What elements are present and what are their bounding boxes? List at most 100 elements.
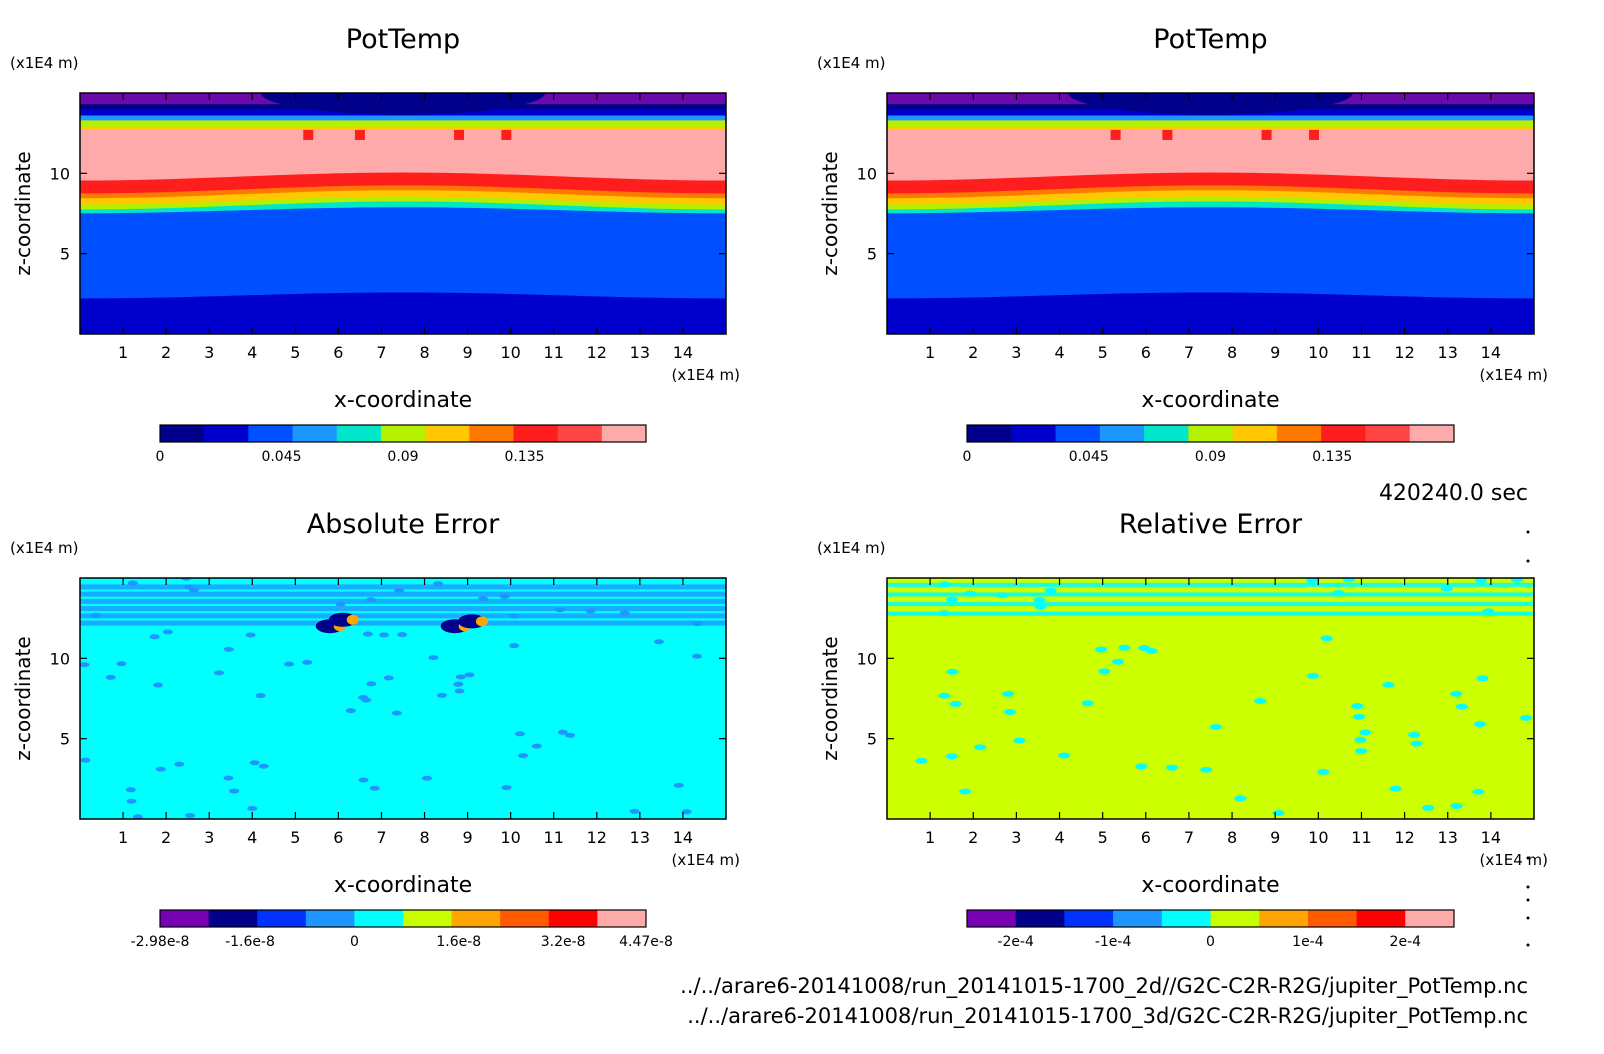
y-unit-label: (x1E4 m): [10, 539, 79, 557]
colorbar-swatch: [1055, 425, 1101, 442]
x-tick-label: 5: [1098, 343, 1108, 362]
colorbar-swatch: [1113, 910, 1163, 927]
colorbar-swatch: [1144, 425, 1189, 442]
colorbar-swatch: [601, 425, 647, 442]
x-unit-label: (x1E4 m): [1479, 366, 1548, 384]
colorbar-swatch: [425, 425, 470, 442]
x-tick-label: 13: [630, 828, 650, 847]
colorbar-swatch: [557, 425, 603, 442]
colorbar-swatch: [208, 910, 258, 927]
colorbar-tick-label: 0.135: [504, 449, 544, 465]
contour-field: [887, 578, 1534, 819]
x-tick-label: 11: [544, 828, 564, 847]
x-tick-label: 5: [1098, 828, 1108, 847]
colorbar-swatch: [380, 425, 426, 442]
contour-field: [80, 93, 726, 334]
x-tick-label: 7: [376, 343, 386, 362]
x-tick-label: 8: [1227, 343, 1237, 362]
colorbar-swatch: [204, 425, 249, 442]
colorbar-tick-label: 2e-4: [1390, 934, 1422, 950]
colorbar-swatch: [469, 425, 514, 442]
x-tick-label: 4: [247, 343, 257, 362]
x-tick-label: 13: [1438, 343, 1458, 362]
x-tick-label: 13: [1438, 828, 1458, 847]
colorbar-swatch: [1356, 910, 1406, 927]
x-tick-label: 9: [463, 828, 473, 847]
colorbar-swatch: [1210, 910, 1260, 927]
x-unit-label: (x1E4 m): [1479, 851, 1548, 869]
colorbar-swatch: [1188, 425, 1234, 442]
x-tick-label: 8: [419, 828, 429, 847]
x-axis-label: x-coordinate: [334, 873, 472, 898]
colorbar-tick-label: 0.045: [1069, 449, 1109, 465]
y-tick-label: 5: [60, 730, 70, 749]
dot-mark: [1526, 916, 1530, 920]
x-tick-label: 6: [1141, 343, 1151, 362]
colorbar: -2.98e-8 -1.6e-8 0 1.6e-8 3.2e-8 4.47e-8: [131, 909, 673, 950]
y-unit-label: (x1E4 m): [817, 539, 886, 557]
x-tick-label: 8: [419, 343, 429, 362]
y-unit-label: (x1E4 m): [10, 54, 79, 72]
x-tick-label: 14: [1481, 828, 1501, 847]
x-tick-label: 10: [500, 828, 520, 847]
dot-mark: [1526, 856, 1530, 860]
x-tick-label: 12: [1394, 343, 1414, 362]
x-tick-label: 11: [1351, 828, 1371, 847]
contour-field: [887, 93, 1534, 334]
panel-title: PotTemp: [346, 24, 460, 55]
plot-frame: [886, 92, 1535, 335]
dot-mark: [1526, 530, 1530, 534]
colorbar-swatch: [1232, 425, 1278, 442]
x-tick-label: 14: [673, 828, 693, 847]
x-tick-label: 10: [1308, 343, 1328, 362]
colorbar-tick-label: -2.98e-8: [131, 934, 190, 950]
x-tick-label: 6: [333, 828, 343, 847]
x-tick-label: 2: [161, 343, 171, 362]
colorbar-swatch: [1259, 910, 1309, 927]
x-tick-label: 10: [1308, 828, 1328, 847]
y-tick-label: 10: [857, 164, 877, 183]
y-tick-label: 10: [50, 164, 70, 183]
panel-title: Relative Error: [1119, 509, 1303, 540]
x-tick-label: 4: [1054, 343, 1064, 362]
y-unit-label: (x1E4 m): [817, 54, 886, 72]
y-tick-label: 10: [50, 649, 70, 668]
x-tick-label: 7: [1184, 828, 1194, 847]
colorbar-tick-label: 0.135: [1312, 449, 1352, 465]
colorbar-swatch: [500, 910, 550, 927]
colorbar-tick-label: 0.09: [1195, 449, 1226, 465]
colorbar-swatch: [403, 910, 453, 927]
plot-frame: [79, 577, 727, 820]
plot-frame: [79, 92, 727, 335]
x-tick-label: 2: [968, 343, 978, 362]
x-tick-label: 5: [290, 343, 300, 362]
colorbar-swatch: [1015, 910, 1065, 927]
x-tick-label: 9: [463, 343, 473, 362]
timestamp-label: 420240.0 sec: [1379, 481, 1528, 506]
colorbar-swatch: [1276, 425, 1322, 442]
plot-frame: [886, 577, 1535, 820]
x-tick-label: 6: [1141, 828, 1151, 847]
colorbar: 0 0.045 0.09 0.135: [156, 424, 647, 465]
y-tick-label: 5: [867, 245, 877, 264]
x-unit-label: (x1E4 m): [671, 851, 740, 869]
dot-mark: [1526, 559, 1530, 563]
x-tick-label: 12: [587, 343, 607, 362]
colorbar-tick-label: 1e-4: [1292, 934, 1324, 950]
x-tick-label: 3: [1011, 828, 1021, 847]
colorbar: 0 0.045 0.09 0.135: [963, 424, 1455, 465]
x-tick-label: 9: [1270, 343, 1280, 362]
x-axis-label: x-coordinate: [334, 388, 472, 413]
colorbar-swatch: [1307, 910, 1358, 927]
x-tick-label: 1: [118, 828, 128, 847]
colorbar-swatch: [305, 910, 355, 927]
colorbar-swatch: [513, 425, 559, 442]
colorbar-swatch: [160, 910, 210, 927]
colorbar-swatch: [1409, 425, 1455, 442]
colorbar-tick-label: 0: [350, 934, 359, 950]
colorbar: -2e-4 -1e-4 0 1e-4 2e-4: [966, 909, 1455, 950]
panel-title: Absolute Error: [307, 509, 500, 540]
x-tick-label: 11: [544, 343, 564, 362]
colorbar-tick-label: 0: [963, 449, 972, 465]
